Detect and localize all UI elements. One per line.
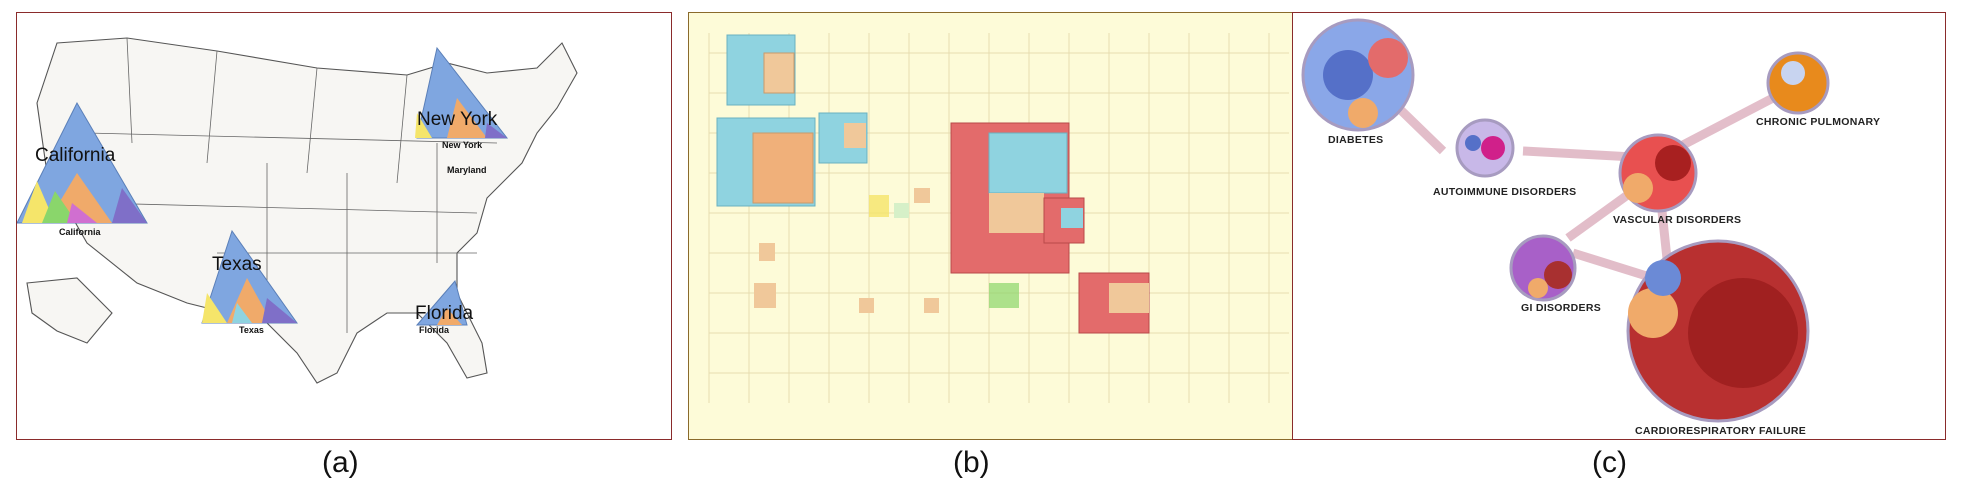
state-small-california: California <box>59 227 102 237</box>
treemap-5 <box>1043 197 1085 244</box>
caption-b: (b) <box>953 446 990 479</box>
state-label-florida: Florida <box>415 303 474 324</box>
node-diabetes[interactable]: DIABETES <box>1301 18 1415 146</box>
panel-a-map: California California New York New York … <box>16 12 672 440</box>
state-label-new-york: New York <box>417 109 498 130</box>
caption-c: (c) <box>1592 446 1627 479</box>
state-small-florida: Florida <box>419 325 450 335</box>
panel-c-graph: DIABETES AUTOIMMUNE DISORDERS CHRONIC PU… <box>1292 12 1946 440</box>
disease-graph: DIABETES AUTOIMMUNE DISORDERS CHRONIC PU… <box>1301 18 1880 437</box>
node-label-diabetes: DIABETES <box>1328 134 1384 146</box>
treemap-grid <box>689 13 1303 439</box>
state-label-california: California <box>35 145 116 166</box>
treemap-1 <box>726 34 796 106</box>
node-label-vascular: VASCULAR DISORDERS <box>1613 214 1741 226</box>
node-chronic-pulmonary[interactable]: CHRONIC PULMONARY <box>1756 51 1880 128</box>
node-gi[interactable]: GI DISORDERS <box>1509 234 1601 314</box>
florida-glyph: Florida Florida <box>415 279 474 335</box>
caption-a: (a) <box>322 446 359 479</box>
new-york-glyph: New York New York Maryland <box>415 46 509 175</box>
panel-b-treemaps <box>688 12 1304 440</box>
treemap-6 <box>1078 272 1150 334</box>
us-map: California California New York New York … <box>17 37 578 384</box>
treemap-3 <box>818 112 868 164</box>
texas-glyph: Texas Texas <box>201 229 298 335</box>
state-small-new-york: New York <box>442 140 483 150</box>
node-cardiorespiratory[interactable]: CARDIORESPIRATORY FAILURE <box>1626 239 1810 437</box>
state-small-texas: Texas <box>239 325 264 335</box>
node-label-chronic-pulmonary: CHRONIC PULMONARY <box>1756 116 1880 128</box>
node-label-cardiorespiratory: CARDIORESPIRATORY FAILURE <box>1635 425 1806 437</box>
state-label-texas: Texas <box>212 254 262 275</box>
alaska <box>26 277 113 344</box>
node-label-autoimmune: AUTOIMMUNE DISORDERS <box>1433 186 1576 198</box>
node-vascular[interactable]: VASCULAR DISORDERS <box>1613 133 1741 226</box>
treemap-small <box>754 188 1019 313</box>
treemap-2 <box>716 117 816 207</box>
node-autoimmune[interactable]: AUTOIMMUNE DISORDERS <box>1433 118 1576 198</box>
node-label-gi: GI DISORDERS <box>1521 302 1601 314</box>
state-small-maryland: Maryland <box>447 165 487 175</box>
california-glyph: California California <box>17 101 148 237</box>
